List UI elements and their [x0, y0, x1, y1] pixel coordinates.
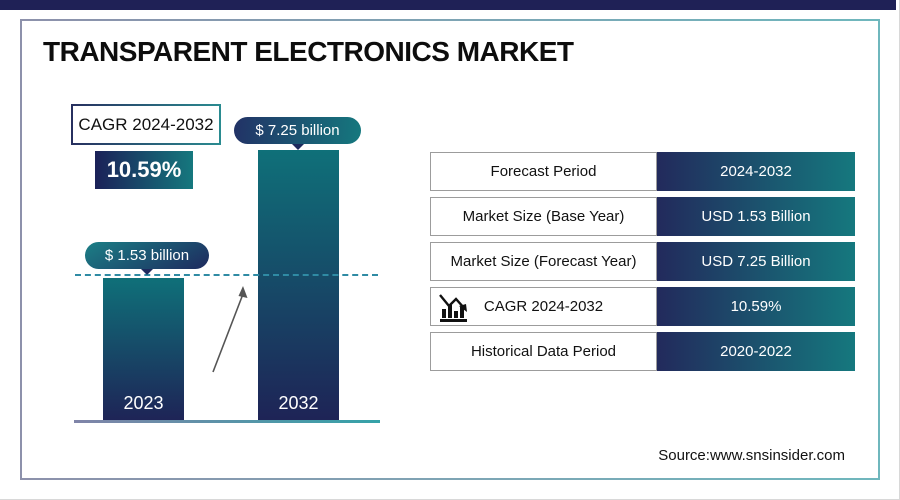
top-accent-bar: [0, 0, 896, 10]
table-row: Market Size (Forecast Year) USD 7.25 Bil…: [430, 242, 855, 281]
source-attribution: Source:www.snsinsider.com: [658, 447, 845, 464]
value-callout-2023: $ 1.53 billion: [85, 242, 209, 275]
table-row: Historical Data Period 2020-2022: [430, 332, 855, 371]
row-label: Forecast Period: [430, 152, 657, 191]
market-info-table: Forecast Period 2024-2032 Market Size (B…: [430, 152, 855, 377]
page-title: TRANSPARENT ELECTRONICS MARKET: [43, 36, 574, 67]
declining-bar-chart-icon: [439, 294, 467, 322]
bar-label-2023: 2023: [123, 393, 164, 413]
row-value: USD 1.53 Billion: [657, 197, 855, 236]
table-row: Market Size (Base Year) USD 1.53 Billion: [430, 197, 855, 236]
row-label-text: CAGR 2024-2032: [483, 298, 604, 315]
bar-2032: 2032: [258, 150, 339, 422]
chart-baseline: [74, 420, 380, 423]
row-value: USD 7.25 Billion: [657, 242, 855, 281]
table-row: Forecast Period 2024-2032: [430, 152, 855, 191]
row-label: Historical Data Period: [430, 332, 657, 371]
row-label: Market Size (Forecast Year): [430, 242, 657, 281]
bar-label-2032: 2032: [278, 393, 319, 413]
value-callout-2032: $ 7.25 billion: [234, 117, 361, 150]
row-value: 10.59%: [657, 287, 855, 326]
table-row: CAGR 2024-2032 10.59%: [430, 287, 855, 326]
bar-2023: 2023: [103, 278, 184, 422]
growth-arrow-icon: [212, 286, 248, 373]
reference-dashed-line: [75, 274, 378, 276]
row-label: Market Size (Base Year): [430, 197, 657, 236]
row-value: 2020-2022: [657, 332, 855, 371]
row-label: CAGR 2024-2032: [430, 287, 657, 326]
cagr-label-box: CAGR 2024-2032: [71, 104, 221, 145]
row-value: 2024-2032: [657, 152, 855, 191]
cagr-value-box: 10.59%: [95, 151, 193, 189]
